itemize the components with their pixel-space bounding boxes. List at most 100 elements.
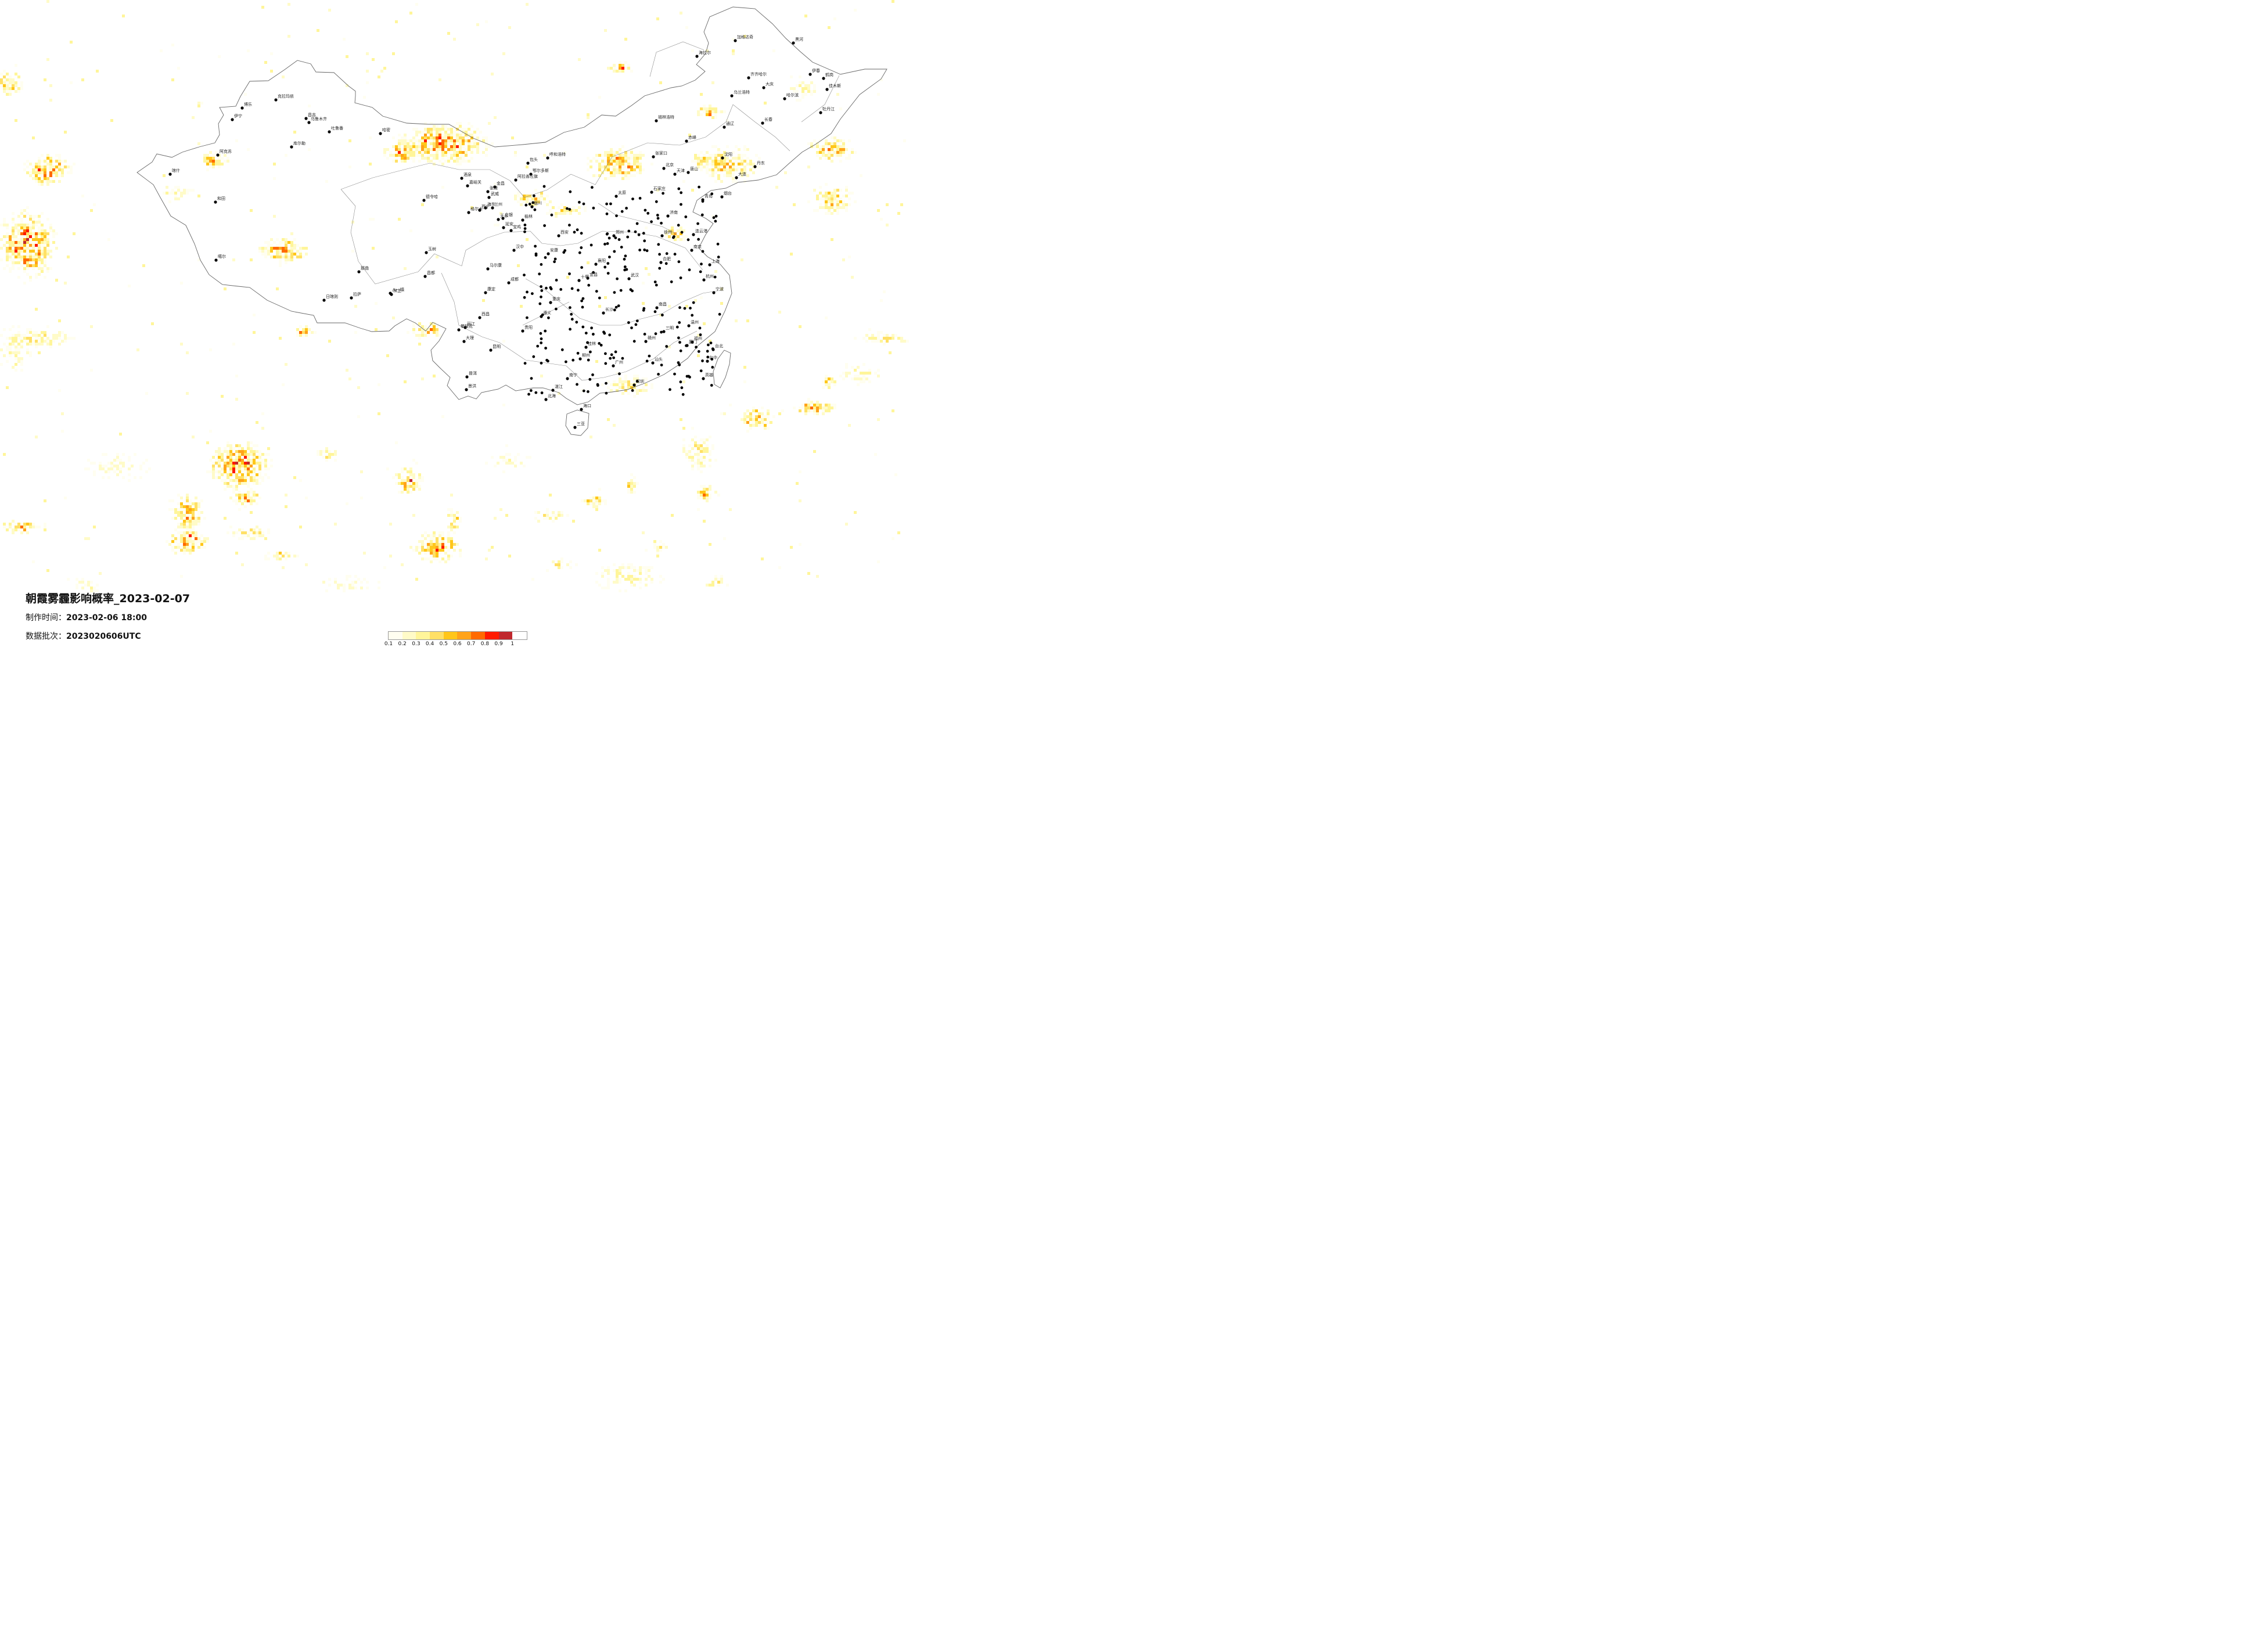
haze-cell bbox=[29, 354, 32, 357]
haze-cell bbox=[209, 157, 212, 160]
haze-cell bbox=[668, 229, 671, 232]
haze-cell bbox=[581, 499, 584, 502]
haze-cell bbox=[235, 462, 238, 465]
haze-cell bbox=[427, 557, 430, 560]
haze-cell bbox=[241, 453, 244, 456]
haze-cell bbox=[26, 171, 29, 174]
haze-cell bbox=[218, 459, 221, 462]
haze-cell bbox=[29, 337, 32, 340]
haze-cell bbox=[746, 430, 749, 433]
haze-cell bbox=[195, 497, 197, 499]
haze-cell bbox=[572, 206, 575, 209]
haze-cell bbox=[17, 258, 20, 261]
haze-cell bbox=[241, 467, 244, 470]
haze-cell bbox=[392, 154, 395, 157]
haze-cell bbox=[407, 331, 409, 334]
haze-cell bbox=[610, 151, 613, 154]
haze-cell bbox=[444, 148, 447, 151]
haze-cell bbox=[9, 523, 12, 526]
haze-cell bbox=[247, 485, 250, 488]
haze-cell bbox=[15, 235, 17, 238]
haze-cell bbox=[203, 154, 206, 157]
haze-cell bbox=[436, 549, 438, 552]
haze-cell bbox=[9, 348, 12, 351]
haze-cell bbox=[44, 229, 46, 232]
haze-cell bbox=[32, 523, 35, 526]
haze-cell bbox=[238, 459, 241, 462]
haze-cell bbox=[119, 470, 122, 473]
haze-cell bbox=[746, 174, 749, 177]
haze-cell bbox=[456, 151, 459, 154]
haze-cell bbox=[227, 160, 229, 163]
haze-cell bbox=[424, 157, 427, 160]
haze-cell bbox=[0, 348, 3, 351]
haze-cell bbox=[6, 241, 9, 244]
haze-cell bbox=[171, 549, 174, 552]
haze-cell bbox=[825, 195, 828, 197]
haze-cell bbox=[241, 479, 244, 482]
haze-cell bbox=[720, 166, 723, 168]
haze-cell bbox=[49, 168, 52, 171]
haze-cell bbox=[418, 546, 421, 549]
haze-cell bbox=[627, 174, 630, 177]
haze-cell bbox=[627, 154, 630, 157]
haze-cell bbox=[9, 250, 12, 253]
haze-cell bbox=[212, 470, 215, 473]
haze-cell bbox=[700, 456, 703, 459]
haze-cell bbox=[46, 343, 49, 346]
haze-cell bbox=[6, 226, 9, 229]
haze-cell bbox=[180, 195, 183, 197]
haze-cell bbox=[613, 163, 616, 166]
haze-cell bbox=[46, 340, 49, 343]
haze-cell bbox=[401, 491, 404, 494]
haze-cell bbox=[0, 334, 3, 337]
haze-cell bbox=[46, 154, 49, 157]
haze-cell bbox=[741, 174, 743, 177]
haze-cell bbox=[813, 404, 816, 406]
haze-cell bbox=[592, 174, 595, 177]
haze-cell bbox=[67, 166, 70, 168]
haze-cell bbox=[241, 482, 244, 485]
haze-cell bbox=[412, 473, 415, 476]
haze-cell bbox=[404, 479, 407, 482]
haze-cell bbox=[46, 253, 49, 256]
haze-cell bbox=[200, 540, 203, 543]
haze-cell bbox=[171, 508, 174, 511]
haze-cell bbox=[616, 372, 619, 375]
haze-cell bbox=[197, 546, 200, 549]
haze-cell bbox=[738, 168, 741, 171]
haze-cell bbox=[735, 163, 738, 166]
haze-cell bbox=[15, 244, 17, 247]
haze-cell bbox=[276, 244, 279, 247]
haze-cell bbox=[610, 67, 613, 70]
haze-cell bbox=[819, 203, 822, 206]
haze-cell bbox=[67, 171, 70, 174]
haze-cell bbox=[613, 581, 616, 584]
haze-cell bbox=[706, 171, 709, 174]
haze-cell bbox=[215, 450, 218, 453]
haze-cell bbox=[415, 546, 418, 549]
haze-cell bbox=[9, 351, 12, 354]
haze-cell bbox=[12, 267, 15, 270]
haze-cell bbox=[87, 459, 90, 462]
haze-cell bbox=[714, 168, 717, 171]
haze-cell bbox=[482, 136, 485, 139]
haze-cell bbox=[441, 557, 444, 560]
haze-cell bbox=[322, 450, 325, 453]
haze-cell bbox=[453, 154, 456, 157]
haze-cell bbox=[415, 128, 418, 131]
haze-cell bbox=[418, 473, 421, 476]
haze-cell bbox=[395, 160, 398, 163]
haze-cell bbox=[418, 488, 421, 491]
haze-cell bbox=[180, 549, 183, 552]
haze-cell bbox=[450, 555, 453, 557]
haze-cell bbox=[700, 459, 703, 462]
haze-cell bbox=[624, 375, 627, 377]
haze-cell bbox=[543, 517, 546, 520]
haze-cell bbox=[276, 253, 279, 256]
haze-cell bbox=[174, 517, 177, 520]
haze-cell bbox=[23, 253, 26, 256]
haze-cell bbox=[801, 90, 804, 93]
haze-cell bbox=[813, 406, 816, 409]
haze-cell bbox=[46, 241, 49, 244]
